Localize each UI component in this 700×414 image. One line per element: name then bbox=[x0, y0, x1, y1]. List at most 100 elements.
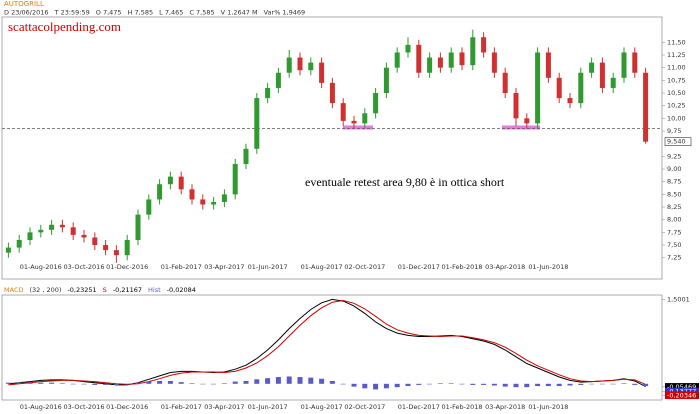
candle-body bbox=[221, 194, 227, 202]
hist-bar bbox=[567, 383, 573, 386]
y-tick-box bbox=[665, 383, 699, 391]
candle-body bbox=[178, 176, 184, 190]
hist-bar bbox=[49, 382, 55, 384]
hist-bar bbox=[535, 383, 541, 387]
hist-bar bbox=[589, 383, 595, 385]
candle-body bbox=[437, 57, 443, 68]
y-tick-label: 8,50 bbox=[667, 190, 681, 198]
macd-panel bbox=[1, 294, 663, 401]
hist-bar bbox=[502, 383, 508, 387]
hist-bar bbox=[416, 383, 422, 385]
hist-bar bbox=[135, 382, 141, 384]
x-tick-label: 01-Feb-2017 bbox=[161, 403, 202, 411]
candle-body bbox=[643, 72, 649, 142]
y-tick-label: 7,25 bbox=[667, 254, 681, 262]
last-price-box bbox=[664, 137, 692, 146]
price-panel bbox=[1, 16, 663, 280]
y-tick-label: 8,75 bbox=[667, 178, 681, 186]
hist-bar bbox=[599, 383, 605, 385]
candle-body bbox=[556, 77, 562, 99]
hist-bar bbox=[448, 383, 454, 384]
x-tick-label: 03-Apr-2017 bbox=[204, 403, 244, 411]
candle-body bbox=[383, 67, 389, 94]
candle-body bbox=[243, 148, 249, 164]
hist-bar bbox=[643, 383, 649, 387]
hist-bar bbox=[470, 383, 476, 385]
hist-bar bbox=[545, 383, 551, 387]
candle-body bbox=[297, 57, 303, 71]
candle-body bbox=[92, 237, 98, 246]
macd-header-item: S bbox=[103, 286, 107, 294]
macd-header: MACD (32 , 200) -0,23251 S -0,21167 Hist -0,02… bbox=[4, 286, 196, 294]
candle-body bbox=[621, 52, 627, 78]
x-tick-label: 01-Aug-2017 bbox=[301, 263, 343, 271]
candle-body bbox=[189, 189, 195, 200]
x-tick-label: 01-Feb-2018 bbox=[441, 403, 482, 411]
candle-body bbox=[599, 62, 605, 88]
hist-bar bbox=[200, 383, 206, 385]
hist-bar bbox=[124, 383, 130, 385]
candle-body bbox=[351, 120, 357, 124]
x-tick-label: 01-Dec-2017 bbox=[398, 403, 440, 411]
x-tick-label: 02-Oct-2017 bbox=[344, 263, 385, 271]
candle-body bbox=[610, 77, 616, 88]
hist-bar bbox=[362, 383, 368, 389]
candle-body bbox=[49, 224, 55, 230]
candle-body bbox=[265, 87, 271, 99]
x-tick-label: 01-Jun-2017 bbox=[248, 263, 288, 271]
hist-bar bbox=[59, 383, 65, 384]
hist-bar bbox=[610, 383, 616, 385]
candle-body bbox=[5, 247, 11, 253]
candle-body bbox=[513, 93, 519, 119]
y-tick-label: 10,25 bbox=[667, 102, 686, 110]
hist-bar bbox=[437, 383, 443, 384]
hist-bar bbox=[265, 378, 271, 384]
candle-body bbox=[502, 72, 508, 94]
x-tick-label: 01-Dec-2017 bbox=[398, 263, 440, 271]
candle-body bbox=[38, 229, 44, 233]
macd-header-item: (32 , 200) bbox=[29, 286, 61, 294]
hist-bar bbox=[157, 380, 163, 384]
candle-body bbox=[427, 57, 433, 73]
x-tick-label: 01-Aug-2016 bbox=[20, 403, 62, 411]
candle-body bbox=[157, 184, 163, 200]
info-line: D 23/06/2016 T 23:59:59 O 7,475 H 7,585 L 7,… bbox=[4, 9, 305, 17]
info-item: D 23/06/2016 bbox=[4, 9, 49, 17]
hist-bar bbox=[513, 383, 519, 388]
hist-bar bbox=[481, 383, 487, 385]
hist-bar bbox=[243, 380, 249, 384]
candle-body bbox=[589, 62, 595, 73]
macd-header-item: -0,21167 bbox=[113, 286, 142, 294]
candle-body bbox=[394, 52, 400, 68]
hist-bar bbox=[103, 383, 109, 385]
y-tick-label: 7,50 bbox=[667, 241, 681, 249]
candle-body bbox=[373, 93, 379, 114]
hist-bar bbox=[491, 383, 497, 386]
y-tick-label: 8,25 bbox=[667, 203, 681, 211]
hist-bar bbox=[621, 383, 627, 384]
candle-body bbox=[470, 37, 476, 66]
hist-bar bbox=[394, 383, 400, 388]
hist-bar bbox=[405, 383, 411, 387]
hist-bar bbox=[27, 382, 33, 384]
candle-body bbox=[81, 234, 87, 238]
x-tick-label: 03-Oct-2016 bbox=[64, 403, 105, 411]
candle-body bbox=[135, 214, 141, 240]
hist-bar bbox=[383, 383, 389, 389]
candle-body bbox=[632, 52, 638, 73]
macd-header-item: MACD bbox=[4, 286, 23, 294]
x-tick-label: 03-Oct-2016 bbox=[64, 263, 105, 271]
y-tick-label: 9,75 bbox=[667, 127, 681, 135]
candle-body bbox=[146, 199, 152, 215]
hist-bar bbox=[556, 383, 562, 387]
x-tick-label: 03-Apr-2017 bbox=[204, 263, 244, 271]
hist-bar bbox=[275, 377, 281, 384]
hist-bar bbox=[16, 382, 22, 384]
y-tick-label: 9,25 bbox=[667, 152, 681, 160]
candle-body bbox=[319, 62, 325, 83]
candle-body bbox=[113, 250, 119, 256]
info-item: L 7,465 bbox=[159, 9, 183, 17]
hist-bar bbox=[146, 381, 152, 384]
hist-bar bbox=[308, 377, 314, 384]
info-item: T 23:59:59 bbox=[54, 9, 90, 17]
